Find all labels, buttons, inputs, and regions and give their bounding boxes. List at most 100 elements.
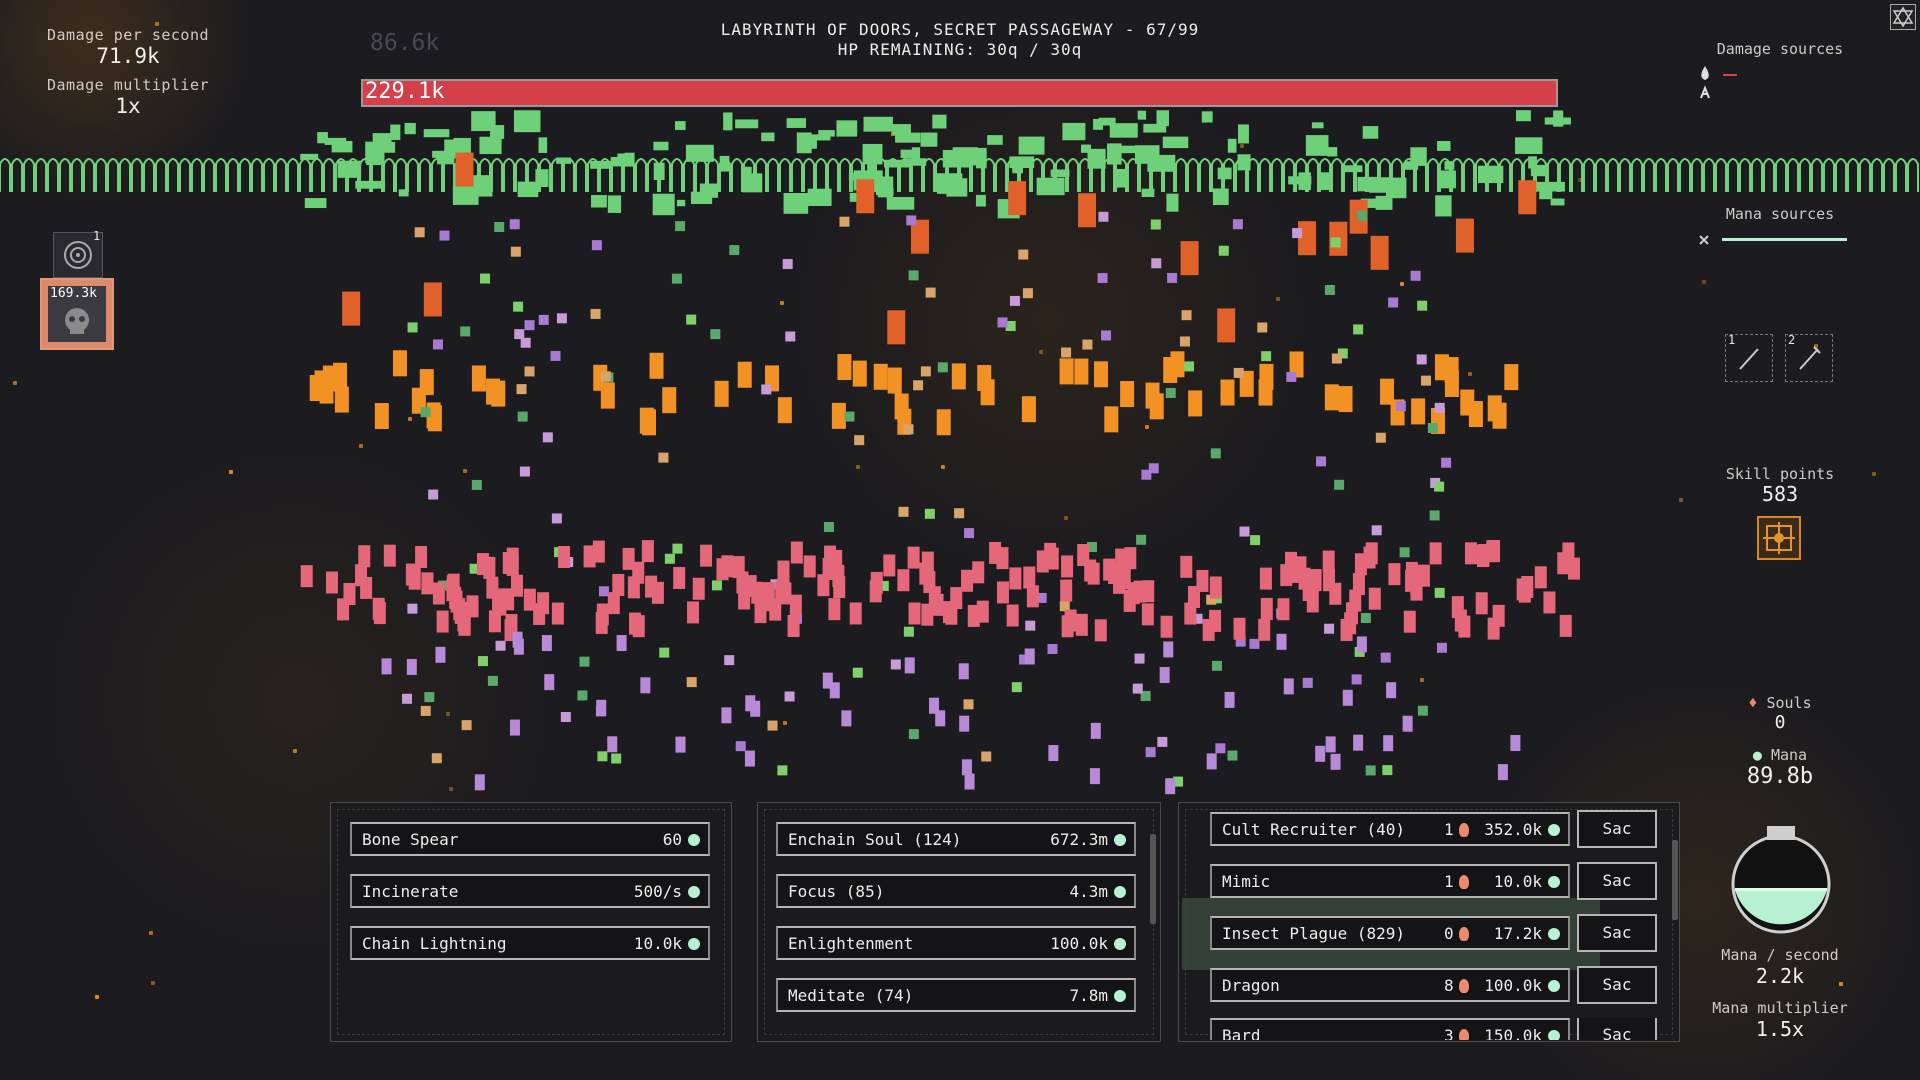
insect-creature [524, 366, 535, 377]
purple-minion [513, 638, 524, 655]
damage-sources-label: Damage sources [1716, 40, 1844, 58]
skill-tree-button[interactable] [1757, 516, 1801, 560]
pink-cultist [373, 602, 386, 625]
soul-icon [1459, 875, 1469, 889]
ability-skull[interactable]: 169.3k [40, 278, 114, 350]
insect-creature [591, 240, 602, 251]
pink-cultist [1260, 597, 1273, 620]
pink-cultist [942, 601, 955, 624]
insect-creature [579, 656, 590, 667]
insect-swarm [723, 112, 733, 131]
ability-target[interactable] [53, 232, 103, 278]
spell-row[interactable]: Chain Lightning 10.0k [350, 926, 710, 960]
dps-label: Damage per second [46, 26, 210, 44]
insect-creature [495, 640, 506, 651]
minion-row[interactable]: Cult Recruiter (40) 1 352.0k [1210, 812, 1570, 846]
insect-creature [1357, 210, 1368, 221]
spell-cost: 10.0k [633, 934, 682, 953]
insect-creature [878, 580, 889, 591]
upgrade-name: Meditate (74) [788, 986, 914, 1005]
upgrade-row[interactable]: Enchain Soul (124) 672.3m [776, 822, 1136, 856]
upgrade-cost: 672.3m [1050, 830, 1108, 849]
insect-creature [925, 287, 936, 298]
insect-creature [937, 362, 948, 373]
pink-cultist [1306, 590, 1319, 613]
ember-particle [1872, 472, 1876, 476]
insect-swarm [987, 135, 1003, 145]
insect-swarm [317, 132, 328, 144]
upgrade-row[interactable]: Meditate (74) 7.8m [776, 978, 1136, 1012]
pink-cultist [645, 575, 658, 598]
purple-minion [1283, 678, 1294, 695]
skill-slot-2[interactable]: 2 [1785, 333, 1833, 382]
pink-cultist [523, 588, 536, 611]
insect-creature [963, 699, 974, 710]
pink-cultist [1559, 614, 1572, 637]
upgrades-scrollbar[interactable] [1150, 834, 1156, 924]
sacrifice-button[interactable]: Sac [1577, 810, 1657, 848]
spell-row[interactable]: Incinerate 500/s [350, 874, 710, 908]
insect-creature [735, 741, 746, 752]
insect-swarm [1515, 137, 1543, 154]
spell-row[interactable]: Bone Spear 60 [350, 822, 710, 856]
insect-creature [1025, 620, 1036, 631]
orange-demon [1188, 390, 1203, 417]
sacrifice-button[interactable]: Sac [1577, 914, 1657, 952]
purple-minion [1386, 682, 1397, 699]
insect-swarm [1018, 136, 1045, 155]
insect-creature [1140, 690, 1151, 701]
insect-creature [1165, 387, 1176, 398]
skill-tree-icon [1763, 522, 1795, 554]
pink-cultist [1094, 619, 1107, 642]
insect-swarm [903, 158, 927, 166]
insect-creature [494, 222, 505, 233]
fire-burst [856, 179, 875, 214]
pink-cultist [828, 598, 841, 621]
spell-cost: 60 [662, 830, 682, 849]
sacrifice-button[interactable]: Sac [1577, 1018, 1657, 1040]
purple-minion [1024, 648, 1035, 665]
upgrade-row[interactable]: Focus (85) 4.3m [776, 874, 1136, 908]
orange-demon [936, 409, 951, 436]
insect-creature [761, 384, 772, 395]
soul-icon [1459, 979, 1469, 993]
ember-particle [780, 301, 784, 305]
insect-swarm [1544, 117, 1571, 125]
minion-row[interactable]: Bard 3 150.0k [1210, 1018, 1570, 1040]
insect-swarm [1327, 147, 1338, 157]
dagger-icon [1799, 346, 1821, 370]
ember-particle [408, 417, 412, 421]
insect-creature [439, 230, 450, 241]
fire-burst [1455, 218, 1474, 253]
skill-points-label: Skill points [1725, 465, 1835, 483]
purple-minion [935, 710, 946, 727]
purple-minion [1276, 633, 1287, 650]
sacrifice-button[interactable]: Sac [1577, 862, 1657, 900]
minion-row[interactable]: Dragon 8 100.0k [1210, 968, 1570, 1002]
pink-cultist [907, 546, 920, 569]
insect-creature [954, 508, 965, 519]
pink-cultist [421, 572, 434, 595]
pink-cultist [1259, 567, 1272, 590]
purple-minion [474, 774, 485, 791]
damage-sources-icons [1700, 66, 1737, 99]
settings-icon[interactable] [1890, 4, 1916, 30]
insect-swarm [1311, 122, 1324, 129]
pink-cultist [622, 547, 635, 570]
orange-demon [392, 350, 407, 377]
upgrade-row[interactable]: Enlightenment 100.0k [776, 926, 1136, 960]
minion-row[interactable]: Insect Plague (829) 0 17.2k [1210, 916, 1570, 950]
pink-cultist [1543, 591, 1556, 614]
sacrifice-button[interactable]: Sac [1577, 966, 1657, 1004]
pink-cultist [790, 541, 803, 564]
target-icon [64, 241, 92, 269]
insect-swarm [685, 144, 714, 162]
skill-slot-1[interactable]: 1 [1725, 333, 1773, 382]
pink-cultist [673, 566, 686, 589]
minions-scrollbar[interactable] [1672, 840, 1678, 920]
insect-creature [890, 659, 901, 670]
insect-creature [675, 221, 686, 232]
minion-row[interactable]: Mimic 1 10.0k [1210, 864, 1570, 898]
upgrade-name: Enlightenment [788, 934, 914, 953]
insect-swarm [796, 132, 812, 154]
